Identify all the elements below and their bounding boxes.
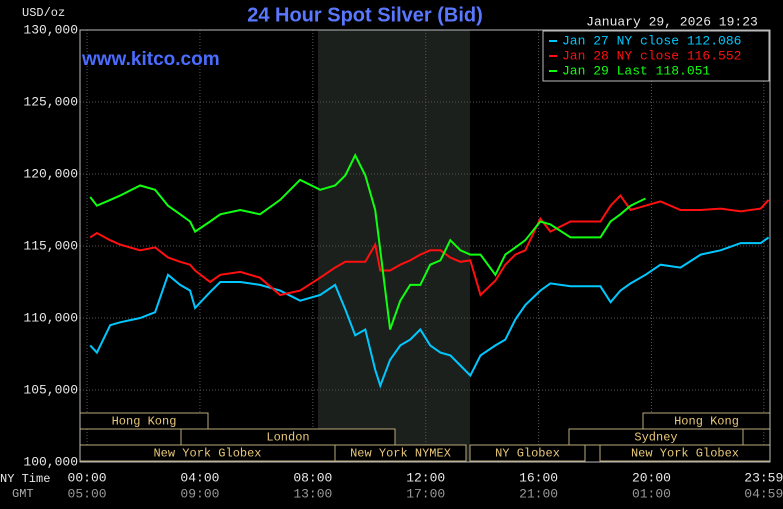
chart-title: 24 Hour Spot Silver (Bid) — [247, 4, 483, 26]
series-line — [89, 194, 770, 297]
x-tick-label: 20:00 — [632, 470, 671, 485]
x-tick-label: 08:00 — [293, 470, 332, 485]
x-row-label: NY Time — [0, 472, 50, 486]
x-tick-label: 12:00 — [406, 470, 445, 485]
session-label: NY Globex — [495, 447, 560, 461]
plot-border — [79, 29, 771, 463]
y-tick-label: 130,000 — [23, 22, 78, 37]
x2-tick-label: 05:00 — [68, 486, 107, 501]
y-tick-label: 105,000 — [23, 382, 78, 397]
y-tick-label: 110,000 — [23, 310, 78, 325]
x2-tick-label: 09:00 — [180, 486, 219, 501]
series-line — [89, 153, 646, 330]
x2-tick-label: 04:59 — [744, 486, 783, 501]
session-label: New York NYMEX — [350, 447, 451, 461]
timestamp: January 29, 2026 19:23 — [586, 14, 758, 29]
legend-label: Jan 28 NY close 116.552 — [562, 48, 741, 63]
session-label: New York Globex — [153, 447, 261, 461]
session-label: Hong Kong — [674, 415, 739, 429]
series-line — [89, 236, 770, 389]
session-box — [469, 444, 586, 462]
session-box — [334, 444, 467, 462]
x-tick-label: 23:59 — [744, 470, 783, 485]
y-tick-label: 115,000 — [23, 238, 78, 253]
legend-box — [542, 30, 770, 82]
x-tick-label: 00:00 — [68, 470, 107, 485]
session-label: Hong Kong — [112, 415, 177, 429]
session-label: New York Globex — [631, 447, 739, 461]
x-tick-label: 04:00 — [180, 470, 219, 485]
y-tick-label: 120,000 — [23, 166, 78, 181]
x2-row-label: GMT — [12, 487, 34, 501]
x2-tick-label: 01:00 — [632, 486, 671, 501]
session-label: Sydney — [634, 431, 677, 445]
x-tick-label: 16:00 — [519, 470, 558, 485]
legend-label: Jan 27 NY close 112.086 — [562, 33, 741, 48]
y-tick-label: 100,000 — [23, 454, 78, 469]
y-axis-label: USD/oz — [22, 6, 65, 20]
x2-tick-label: 17:00 — [406, 486, 445, 501]
session-label: London — [266, 431, 309, 445]
x2-tick-label: 13:00 — [293, 486, 332, 501]
y-tick-label: 125,000 — [23, 94, 78, 109]
x2-tick-label: 21:00 — [519, 486, 558, 501]
subtitle: www.kitco.com — [81, 49, 220, 70]
market-hours-shade — [318, 30, 470, 462]
legend-label: Jan 29 Last 118.051 — [562, 63, 710, 78]
